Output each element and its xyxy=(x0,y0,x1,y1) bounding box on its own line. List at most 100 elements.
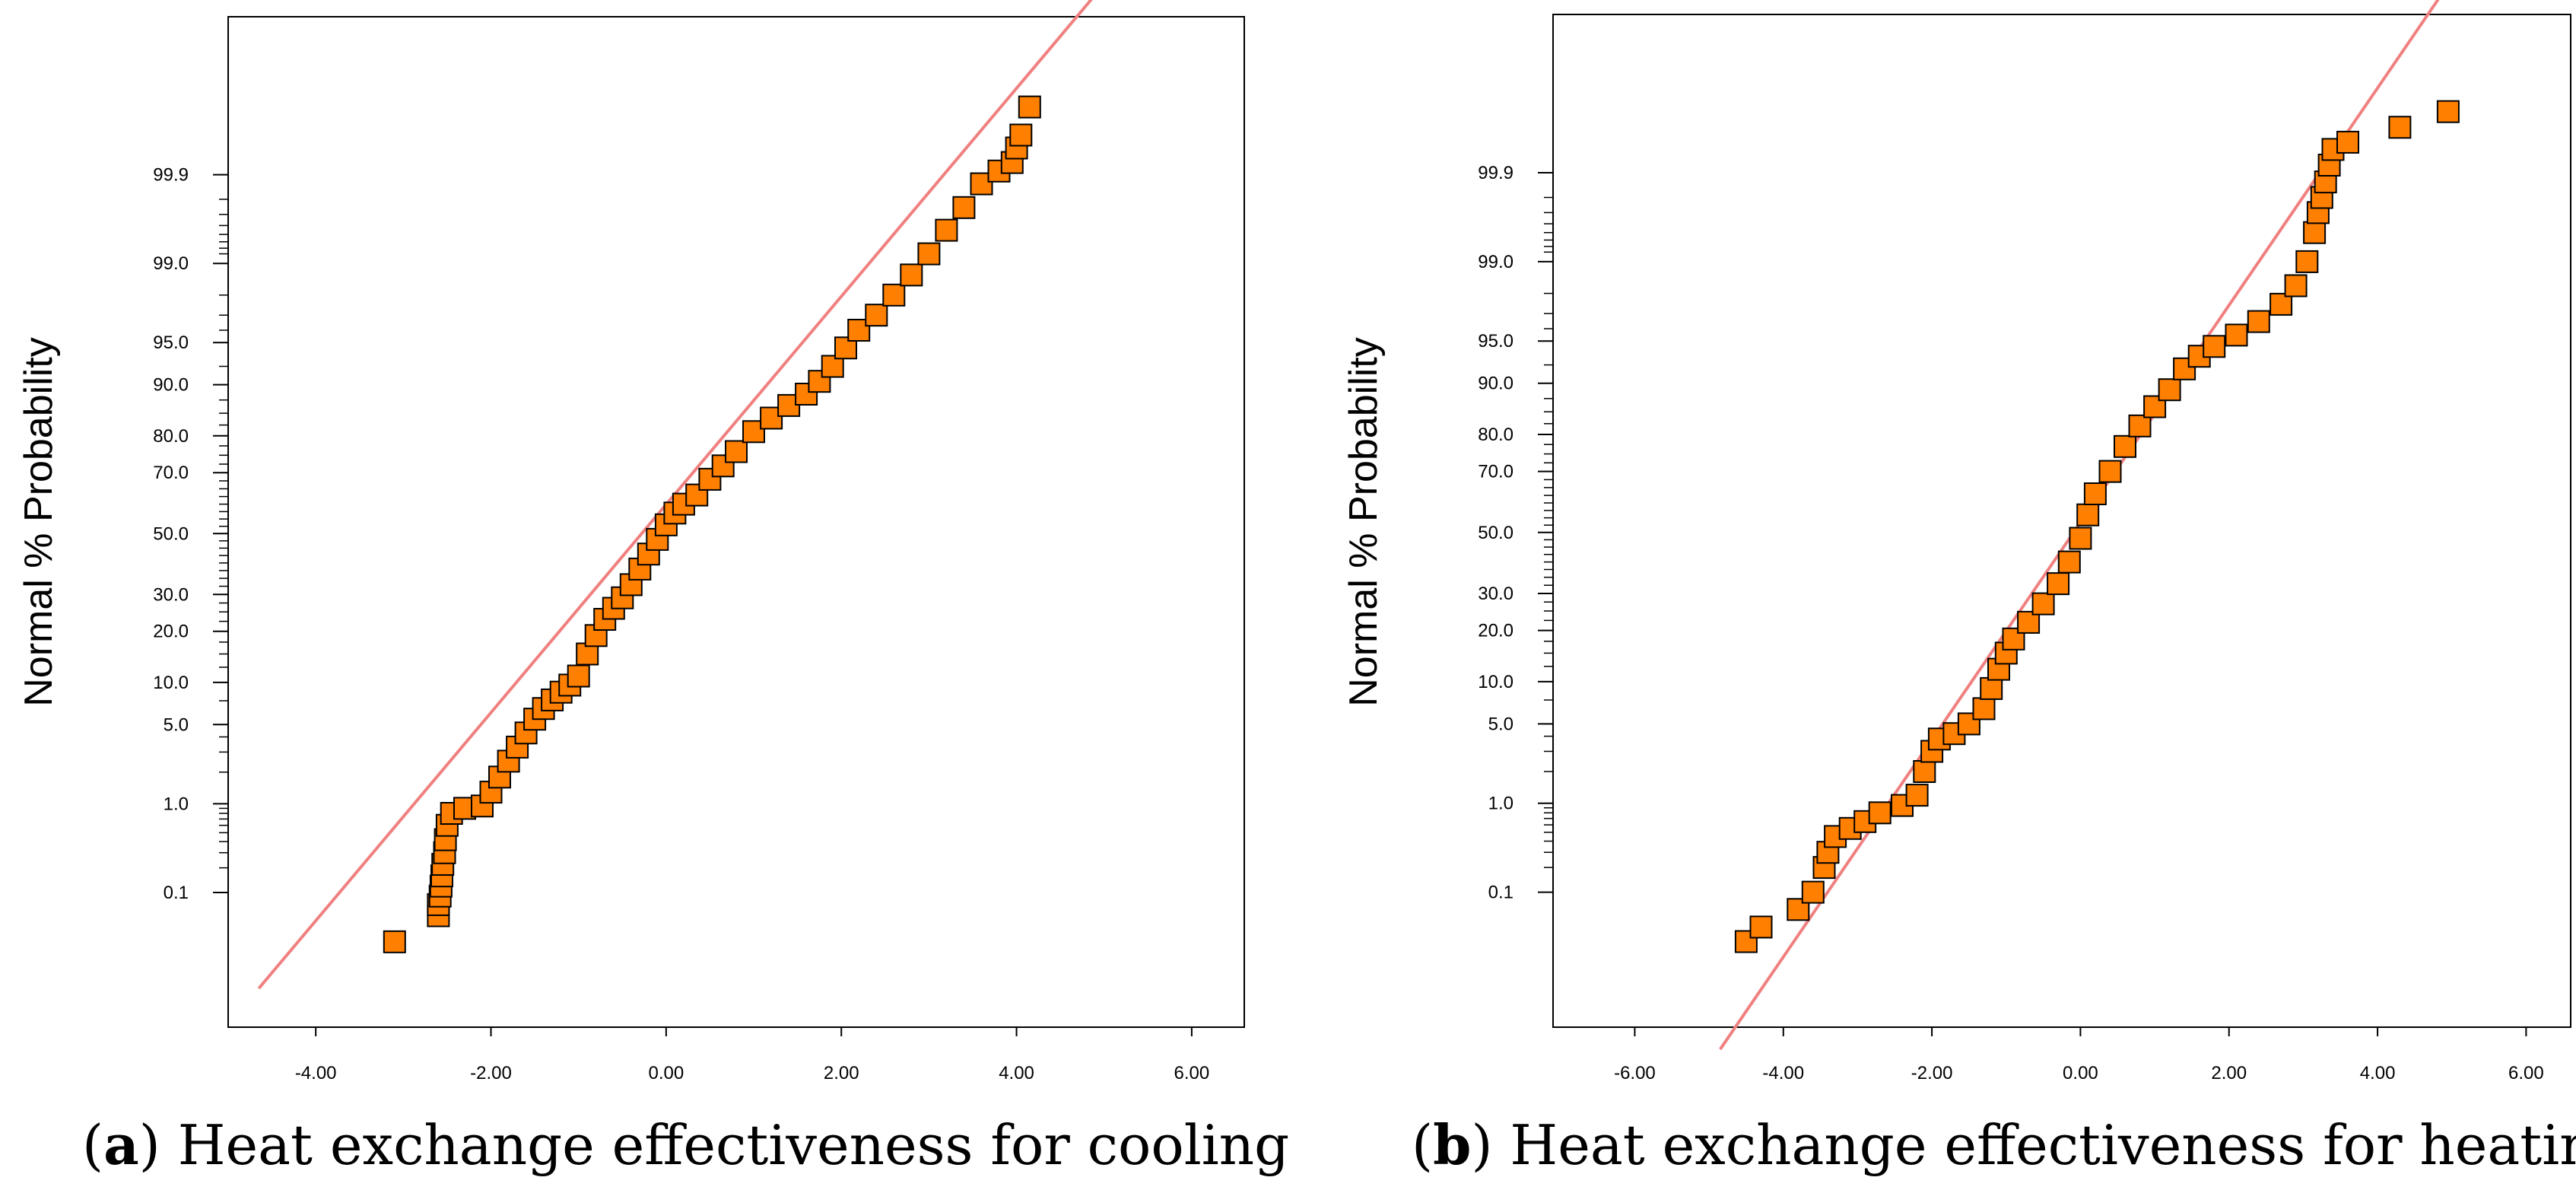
data-point xyxy=(935,218,958,242)
panel-b: -6.00 -4.00 -2.00 0.00 2.00 4.00 6.00 0.1 1.0 5.… xyxy=(1342,0,2576,1177)
y-tick-label: 99.9 xyxy=(153,165,189,186)
y-tick-label: 20.0 xyxy=(153,622,189,642)
x-tick-label: -4.00 xyxy=(295,1063,337,1083)
panel-b-points xyxy=(1734,100,2460,953)
x-tick-label: 6.00 xyxy=(1174,1063,1210,1083)
data-point xyxy=(2203,335,2226,358)
panel-b-frame xyxy=(1552,14,2571,1028)
data-point xyxy=(1913,760,1936,783)
data-point xyxy=(2436,100,2460,123)
y-tick-label: 70.0 xyxy=(153,463,189,483)
data-point xyxy=(865,304,888,327)
data-point xyxy=(2284,274,2308,298)
y-tick-label: 80.0 xyxy=(153,426,189,447)
data-point xyxy=(2303,221,2327,244)
data-point xyxy=(1018,95,1041,119)
panel-a-frame xyxy=(227,16,1245,1028)
data-point xyxy=(2269,292,2293,316)
y-tick-label: 20.0 xyxy=(1478,621,1514,641)
data-point xyxy=(1972,697,1996,721)
data-point xyxy=(917,242,941,266)
panel-a-plot: -4.00 -2.00 0.00 2.00 4.00 6.00 0.1 1.0 5.0 10.0… xyxy=(153,0,1245,1083)
x-tick-label: 2.00 xyxy=(2211,1063,2247,1083)
data-point xyxy=(742,420,765,444)
panel-b-caption-open-paren: ( xyxy=(1412,1113,1433,1177)
data-point xyxy=(952,196,976,219)
data-point xyxy=(847,319,871,342)
panel-b-caption-letter: b xyxy=(1433,1112,1471,1177)
y-tick-label: 99.0 xyxy=(1478,252,1514,272)
panel-b-caption-text: Heat exchange effectiveness for heating xyxy=(1510,1113,2576,1177)
y-tick-label: 10.0 xyxy=(153,673,189,693)
panel-a-y-axis-label: Normal % Probability xyxy=(17,337,61,707)
x-tick-label: -2.00 xyxy=(1911,1063,1953,1083)
x-tick-label: 2.00 xyxy=(824,1063,859,1083)
data-point xyxy=(2336,130,2359,154)
data-point xyxy=(698,467,722,491)
y-tick-label: 50.0 xyxy=(153,523,189,544)
data-point xyxy=(1009,123,1033,147)
data-point xyxy=(2047,572,2070,596)
data-point xyxy=(725,440,748,463)
data-point xyxy=(2295,250,2319,273)
y-tick-label: 50.0 xyxy=(1478,523,1514,543)
data-point xyxy=(900,263,923,287)
data-point xyxy=(2069,527,2092,550)
y-tick-label: 0.1 xyxy=(164,883,189,903)
data-point xyxy=(821,355,844,378)
data-point xyxy=(2128,414,2152,438)
panel-b-plot: -6.00 -4.00 -2.00 0.00 2.00 4.00 6.00 0.1 1.0 5.… xyxy=(1478,0,2571,1083)
data-point xyxy=(567,664,590,688)
x-tick-label: 0.00 xyxy=(2063,1063,2098,1083)
x-tick-label: -4.00 xyxy=(1762,1063,1804,1083)
y-tick-label: 99.0 xyxy=(153,253,189,274)
data-point xyxy=(2076,503,2100,527)
y-tick-label: 95.0 xyxy=(153,332,189,353)
data-point xyxy=(2098,460,2122,483)
data-point xyxy=(2247,310,2270,333)
data-point xyxy=(383,930,406,953)
x-tick-label: 0.00 xyxy=(649,1063,684,1083)
panel-a-caption-open-paren: ( xyxy=(82,1113,103,1177)
data-point xyxy=(2225,323,2248,347)
x-tick-label: 4.00 xyxy=(2360,1063,2396,1083)
panel-a-caption-letter: a xyxy=(103,1112,139,1177)
panel-b-y-ticks: 0.1 1.0 5.0 10.0 20.0 30.0 50.0 70.0 80.0 90.0 95.… xyxy=(1478,163,1553,903)
y-tick-label: 30.0 xyxy=(1478,584,1514,604)
y-tick-label: 0.1 xyxy=(1488,883,1514,903)
panel-b-caption-close-paren: ) xyxy=(1471,1113,1510,1177)
panel-a-caption-text: Heat exchange effectiveness for cooling xyxy=(178,1113,1289,1177)
panel-a-x-ticks: -4.00 -2.00 0.00 2.00 4.00 6.00 xyxy=(295,1027,1209,1083)
x-tick-label: 4.00 xyxy=(999,1063,1034,1083)
x-tick-label: -6.00 xyxy=(1614,1063,1656,1083)
data-point xyxy=(2158,378,2181,402)
y-tick-label: 70.0 xyxy=(1478,462,1514,482)
data-point xyxy=(2388,116,2412,139)
panel-b-y-axis-label: Normal % Probability xyxy=(1342,337,1386,707)
data-point xyxy=(2031,592,2055,616)
data-point xyxy=(2114,434,2136,458)
data-point xyxy=(882,283,906,307)
data-point xyxy=(1749,915,1773,939)
panel-a-caption-close-paren: ) xyxy=(139,1113,178,1177)
y-tick-label: 1.0 xyxy=(164,794,189,814)
y-tick-label: 95.0 xyxy=(1478,331,1514,352)
panel-b-caption: (b) Heat exchange effectiveness for heat… xyxy=(1412,1112,2576,1177)
x-tick-label: -2.00 xyxy=(470,1063,512,1083)
panel-a-reference-line xyxy=(257,0,1093,990)
y-tick-label: 10.0 xyxy=(1478,672,1514,692)
y-tick-label: 5.0 xyxy=(164,714,189,735)
data-point xyxy=(1868,801,1892,825)
data-point xyxy=(1980,676,2003,700)
y-tick-label: 99.9 xyxy=(1478,163,1514,183)
data-point xyxy=(2083,482,2107,505)
y-tick-label: 30.0 xyxy=(153,584,189,605)
y-tick-label: 5.0 xyxy=(1488,714,1514,734)
panel-a-y-ticks: 0.1 1.0 5.0 10.0 20.0 30.0 50.0 70.0 80.0 90.0 95.… xyxy=(153,165,228,903)
x-tick-label: 6.00 xyxy=(2508,1063,2544,1083)
panel-a-points xyxy=(383,95,1041,953)
y-tick-label: 90.0 xyxy=(153,375,189,396)
data-point xyxy=(1801,880,1825,904)
panel-b-x-ticks: -6.00 -4.00 -2.00 0.00 2.00 4.00 6.00 xyxy=(1614,1027,2544,1083)
panel-a-caption: (a) Heat exchange effectiveness for cool… xyxy=(82,1112,1289,1177)
